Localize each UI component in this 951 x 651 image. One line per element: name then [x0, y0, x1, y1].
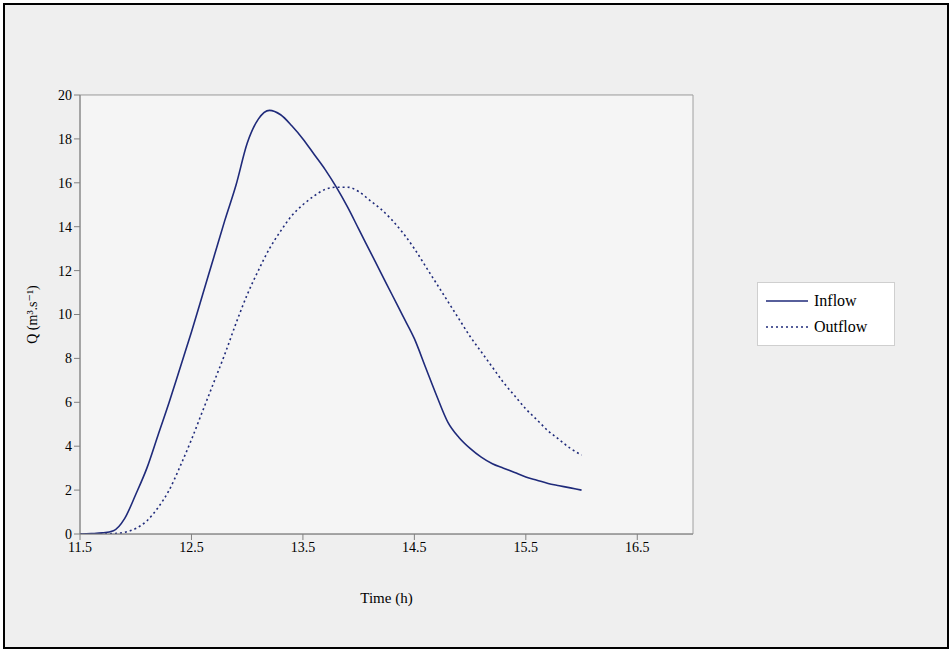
svg-text:13.5: 13.5: [291, 540, 316, 555]
svg-text:12: 12: [58, 264, 72, 279]
svg-text:16: 16: [58, 176, 72, 191]
svg-text:10: 10: [58, 307, 72, 322]
svg-text:16.5: 16.5: [625, 540, 650, 555]
svg-text:Q (m³.s⁻¹): Q (m³.s⁻¹): [25, 285, 41, 344]
svg-text:11.5: 11.5: [68, 540, 92, 555]
svg-text:12.5: 12.5: [179, 540, 204, 555]
svg-text:14: 14: [58, 220, 72, 235]
svg-text:8: 8: [65, 351, 72, 366]
svg-text:4: 4: [65, 439, 72, 454]
svg-text:6: 6: [65, 395, 72, 410]
svg-text:2: 2: [65, 483, 72, 498]
html-text:Outflow: Outflow: [814, 318, 868, 335]
svg-text:Time (h): Time (h): [360, 590, 412, 607]
svg-text:18: 18: [58, 132, 72, 147]
svg-text:0: 0: [65, 527, 72, 542]
html-text:Inflow: Inflow: [814, 292, 857, 309]
svg-text:15.5: 15.5: [514, 540, 539, 555]
svg-text:20: 20: [58, 88, 72, 103]
svg-text:14.5: 14.5: [402, 540, 427, 555]
